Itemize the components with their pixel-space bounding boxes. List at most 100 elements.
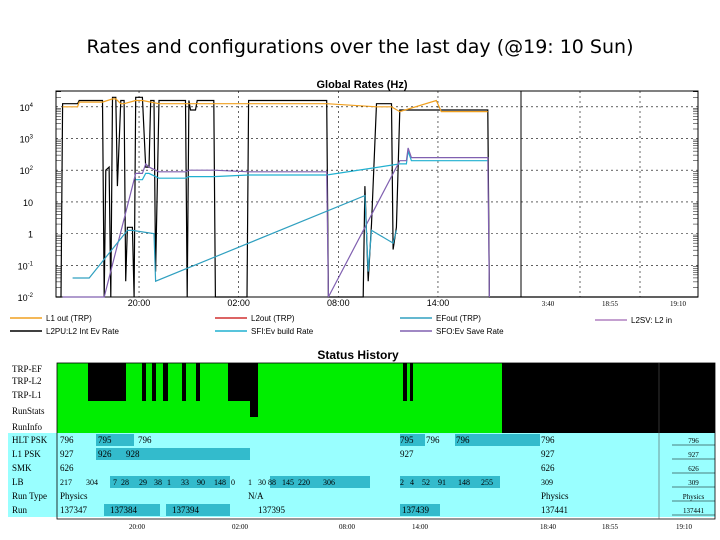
- y-tick-label: 1: [28, 230, 33, 240]
- data-segment-value: 306: [323, 478, 335, 487]
- data-row-label: L1 PSK: [12, 449, 41, 459]
- status-x-label: 19:10: [676, 523, 692, 531]
- status-row-labels: TRP-EF TRP-L2 TRP-L1 RunStats RunInfo HLT PSK…: [12, 364, 48, 515]
- data-segment-value: 137439: [402, 505, 430, 515]
- status-gap: [196, 387, 200, 401]
- data-segment: [400, 476, 500, 488]
- status-gap: [163, 387, 168, 401]
- status-row-label: TRP-L1: [12, 390, 42, 400]
- data-segment-value: 4: [410, 478, 414, 487]
- legend-label: SFI:Ev build Rate: [251, 327, 314, 336]
- status-gap: [163, 375, 168, 387]
- data-row-label: LB: [12, 477, 24, 487]
- status-row-label: RunInfo: [12, 422, 42, 432]
- status-gap: [88, 375, 126, 387]
- data-segment-value: 309: [541, 478, 553, 487]
- status-x-label: 02:00: [232, 523, 248, 531]
- status-gap: [88, 387, 126, 401]
- x-tick-label-right: 3:40: [542, 300, 555, 308]
- data-segment-value: 148: [458, 478, 470, 487]
- status-gap: [142, 363, 146, 375]
- y-tick-label: 103: [20, 135, 34, 145]
- status-gap: [403, 363, 407, 375]
- status-x-axis: 20:00 02:00 08:00 14:00 18:40 18:55 19:10: [129, 523, 692, 531]
- status-gap: [228, 387, 258, 401]
- y-tick-label: 10-1: [18, 261, 34, 271]
- data-segment-value: 137395: [258, 505, 286, 515]
- status-gap: [182, 387, 186, 401]
- status-gap: [196, 375, 200, 387]
- status-gap: [410, 375, 413, 387]
- y-tick-label: 102: [20, 166, 34, 176]
- status-gap: [410, 387, 413, 401]
- data-segment: [96, 448, 250, 460]
- data-segment: [166, 504, 230, 516]
- y-tick-label: 10: [23, 198, 33, 208]
- status-gap: [142, 375, 146, 387]
- status-row-label: TRP-EF: [12, 364, 42, 374]
- legend-label: SFO:Ev Save Rate: [436, 327, 504, 336]
- data-segment-value: 91: [438, 478, 446, 487]
- data-segment-value: 796: [541, 435, 555, 445]
- data-segment-value: 255: [481, 478, 493, 487]
- chart-title: Global Rates (Hz): [316, 79, 407, 91]
- data-segment-value: 90: [197, 478, 205, 487]
- status-right-values: 796 927 626 309 Physics 137441: [672, 437, 715, 516]
- status-gap: [152, 387, 156, 401]
- grid-lines: [56, 91, 698, 298]
- status-row-label: TRP-L2: [12, 376, 42, 386]
- data-segment: [96, 434, 134, 446]
- slide-title: Rates and configurations over the last d…: [86, 36, 634, 58]
- legend-label: L2SV: L2 in: [631, 316, 672, 325]
- right-value: 796: [688, 437, 699, 445]
- y-tick-label: 104: [20, 103, 34, 113]
- data-segment-value: 137394: [172, 505, 200, 515]
- status-gap: [228, 363, 258, 375]
- data-segment-value: 220: [298, 478, 310, 487]
- status-x-label: 18:40: [540, 523, 556, 531]
- data-segment: [270, 476, 370, 488]
- legend-label: L1 out (TRP): [46, 314, 92, 323]
- status-gap: [502, 417, 715, 433]
- data-row-label: HLT PSK: [12, 435, 48, 445]
- y-tick-label: 10-2: [18, 293, 34, 303]
- status-grid: 796 795 796 795 796 796 796 927 926 928 927 927 626 6…: [8, 362, 716, 520]
- status-x-label: 20:00: [129, 523, 145, 531]
- legend-label: EFout (TRP): [436, 314, 481, 323]
- data-segment-value: N/A: [248, 491, 264, 501]
- data-rows-background: [8, 433, 715, 517]
- data-segment-value: 796: [138, 435, 152, 445]
- data-segment-value: 1: [167, 478, 171, 487]
- data-segment-value: 796: [60, 435, 74, 445]
- data-segment-value: 1: [248, 478, 252, 487]
- data-segment-value: 30: [258, 478, 266, 487]
- legend-label: L2out (TRP): [251, 314, 295, 323]
- data-segment-value: 927: [541, 449, 555, 459]
- data-segment-value: 795: [400, 435, 414, 445]
- status-x-label: 18:55: [602, 523, 618, 531]
- data-segment-value: 137441: [541, 505, 568, 515]
- status-gap: [196, 363, 200, 375]
- status-row-label: RunStats: [12, 406, 45, 416]
- data-segment-value: 0: [231, 478, 235, 487]
- status-gap: [163, 363, 168, 375]
- x-tick-label-right: 19:10: [670, 300, 686, 308]
- data-segment: [110, 476, 230, 488]
- status-frame: [56, 362, 716, 520]
- data-segment-value: 926: [98, 449, 112, 459]
- status-gap: [182, 375, 186, 387]
- x-tick-label: 14:00: [427, 298, 450, 308]
- right-value: 137441: [683, 507, 705, 515]
- data-segment-value: 145: [282, 478, 294, 487]
- series-group: [56, 96, 698, 298]
- status-title: Status History: [317, 348, 399, 362]
- series-line: [62, 147, 490, 298]
- data-segment: [104, 504, 160, 516]
- right-value: 626: [688, 465, 699, 473]
- series-line: [72, 194, 397, 283]
- status-x-label: 08:00: [339, 523, 355, 531]
- data-segment: [455, 434, 540, 446]
- data-segment: [400, 504, 440, 516]
- legend: L1 out (TRP) L2out (TRP) EFout (TRP) L2SV: …: [10, 314, 672, 336]
